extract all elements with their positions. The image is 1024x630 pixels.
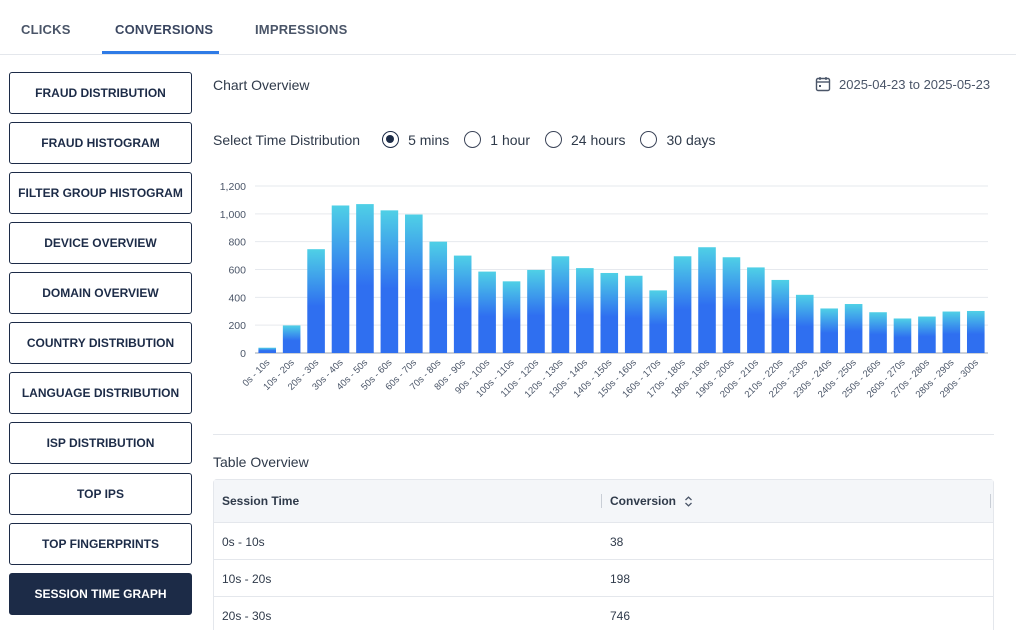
sidebar-item-top-ips[interactable]: TOP IPS <box>9 473 192 515</box>
bar <box>453 255 472 353</box>
bar <box>649 290 667 353</box>
session-time-table: Session Time Conversion 0s - 10s 38 10s … <box>213 479 994 630</box>
sidebar-item-top-fingerprints[interactable]: TOP FINGERPRINTS <box>9 523 192 565</box>
y-tick-label: 200 <box>228 320 246 332</box>
radio-5-mins[interactable]: 5 mins <box>382 131 449 148</box>
radio-empty-icon[interactable] <box>464 131 482 148</box>
date-range-text: 2025-04-23 to 2025-05-23 <box>839 76 991 92</box>
radio-selected-icon[interactable] <box>382 131 400 148</box>
tab-impressions[interactable]: IMPRESSIONS <box>255 22 348 37</box>
bar <box>673 256 692 353</box>
time-distribution-label: Select Time Distribution <box>213 131 361 148</box>
y-tick-label: 1,200 <box>220 181 246 193</box>
bar <box>429 241 448 353</box>
radio-empty-icon[interactable] <box>640 131 658 148</box>
bar <box>331 205 350 353</box>
y-tick-label: 800 <box>228 237 246 249</box>
table-row[interactable]: 20s - 30s 746 <box>214 597 993 630</box>
sort-icon[interactable] <box>684 495 693 507</box>
column-header-conversion[interactable]: Conversion <box>610 494 693 508</box>
radio-24-hours[interactable]: 24 hours <box>545 131 625 148</box>
bar <box>307 249 325 353</box>
radio-empty-icon[interactable] <box>545 131 562 148</box>
sidebar-item-language-distribution[interactable]: LANGUAGE DISTRIBUTION <box>9 372 192 414</box>
bar <box>405 214 423 353</box>
bar <box>698 247 716 353</box>
sidebar-item-fraud-distribution[interactable]: FRAUD DISTRIBUTION <box>9 72 192 114</box>
bar <box>942 311 961 353</box>
tab-conversions[interactable]: CONVERSIONS <box>115 22 214 37</box>
radio-label: 24 hours <box>571 131 626 148</box>
radio-30-days[interactable]: 30 days <box>640 131 716 148</box>
bar <box>576 268 594 353</box>
radio-label: 1 hour <box>490 131 530 148</box>
sidebar-item-isp-distribution[interactable]: ISP DISTRIBUTION <box>9 422 192 464</box>
radio-label: 30 days <box>666 131 716 148</box>
column-resize-handle[interactable] <box>990 494 991 508</box>
top-tabs: CLICKS CONVERSIONS IMPRESSIONS <box>0 0 1016 55</box>
active-tab-indicator <box>102 51 219 54</box>
bar <box>722 257 741 353</box>
cell-conversion: 198 <box>610 572 631 586</box>
bar <box>527 269 545 353</box>
y-tick-label: 400 <box>228 292 246 304</box>
section-divider <box>213 434 994 435</box>
chart-overview-title: Chart Overview <box>213 77 310 93</box>
bar <box>918 316 936 353</box>
column-resize-handle[interactable] <box>601 494 602 508</box>
y-tick-label: 600 <box>228 265 246 277</box>
bar <box>869 312 887 353</box>
cell-conversion: 38 <box>610 535 624 549</box>
bar <box>356 204 374 353</box>
bar <box>795 294 814 353</box>
y-tick-label: 0 <box>240 348 246 360</box>
bar <box>893 318 912 353</box>
bar <box>624 275 643 353</box>
cell-session-time: 0s - 10s <box>222 535 265 549</box>
table-overview-title: Table Overview <box>213 454 309 470</box>
sidebar-item-country-distribution[interactable]: COUNTRY DISTRIBUTION <box>9 322 192 364</box>
tab-clicks[interactable]: CLICKS <box>21 22 71 37</box>
bar <box>771 279 790 353</box>
bar <box>600 272 619 353</box>
cell-conversion: 746 <box>610 609 631 623</box>
bar <box>551 256 570 353</box>
table-row[interactable]: 10s - 20s 198 <box>214 560 993 597</box>
bar <box>820 308 838 353</box>
cell-session-time: 20s - 30s <box>222 609 272 623</box>
bar <box>258 347 277 353</box>
bar <box>380 210 399 353</box>
sidebar-item-device-overview[interactable]: DEVICE OVERVIEW <box>9 222 192 264</box>
calendar-icon <box>815 76 831 92</box>
y-tick-label: 1,000 <box>220 209 246 221</box>
bar <box>282 325 301 353</box>
cell-session-time: 10s - 20s <box>222 572 272 586</box>
table-row[interactable]: 0s - 10s 38 <box>214 523 993 560</box>
table-header: Session Time Conversion <box>214 480 993 523</box>
bar <box>747 267 765 353</box>
time-distribution-selector: Select Time Distribution 5 mins 1 hour 2… <box>213 131 731 148</box>
radio-1-hour[interactable]: 1 hour <box>464 131 530 148</box>
sidebar-item-filter-group-histogram[interactable]: FILTER GROUP HISTOGRAM <box>9 172 192 214</box>
sidebar-item-session-time-graph[interactable]: SESSION TIME GRAPH <box>9 573 192 615</box>
sidebar-item-domain-overview[interactable]: DOMAIN OVERVIEW <box>9 272 192 314</box>
date-range-picker[interactable]: 2025-04-23 to 2025-05-23 <box>815 76 990 92</box>
bar <box>844 304 863 353</box>
sidebar-item-fraud-histogram[interactable]: FRAUD HISTOGRAM <box>9 122 192 164</box>
column-header-session-time[interactable]: Session Time <box>222 494 300 508</box>
column-header-label: Conversion <box>610 494 677 508</box>
bar <box>478 271 496 353</box>
bar <box>966 310 985 353</box>
bar <box>502 281 521 353</box>
radio-label: 5 mins <box>408 131 450 148</box>
